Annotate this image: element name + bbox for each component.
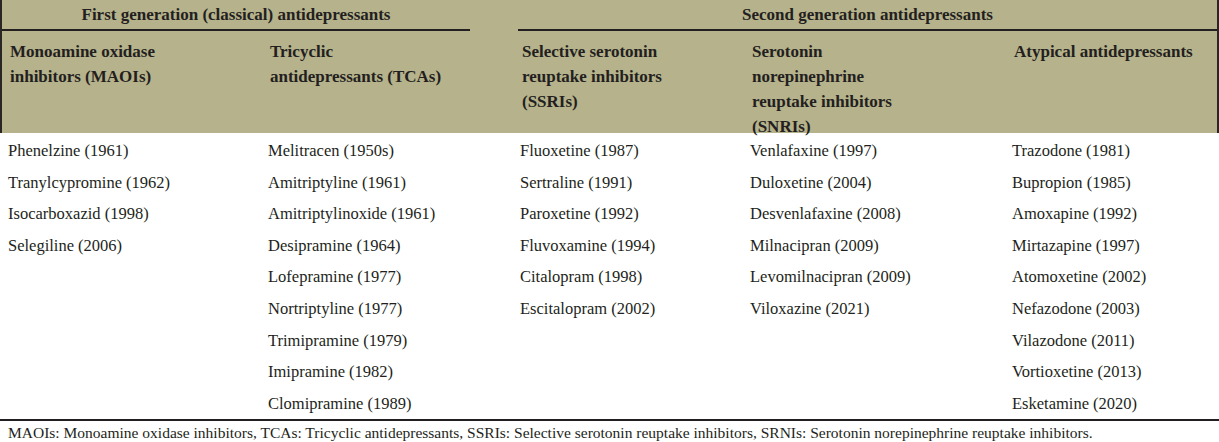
group-header-first-generation: First generation (classical) antidepress… bbox=[2, 0, 470, 31]
drug-entry: Amoxapine (1992) bbox=[1012, 198, 1211, 230]
table-header-block: First generation (classical) antidepress… bbox=[0, 0, 1219, 133]
drug-entry: Sertraline (1991) bbox=[520, 167, 750, 199]
drug-list-atypical: Trazodone (1981)Bupropion (1985)Amoxapin… bbox=[1012, 135, 1211, 419]
table-footnote-row: MAOIs: Monoamine oxidase inhibitors, TCA… bbox=[0, 419, 1219, 442]
drug-entry: Atomoxetine (2002) bbox=[1012, 261, 1211, 293]
table-body: Phenelzine (1961)Tranylcypromine (1962)I… bbox=[0, 133, 1219, 419]
drug-entry: Nefazodone (2003) bbox=[1012, 293, 1211, 325]
drug-entry: Tranylcypromine (1962) bbox=[8, 167, 268, 199]
drug-entry: Desipramine (1964) bbox=[268, 230, 520, 262]
column-header-atypical: Atypical antidepressants bbox=[1014, 39, 1213, 139]
drug-list-ssris: Fluoxetine (1987)Sertraline (1991)Paroxe… bbox=[520, 135, 750, 419]
drug-entry: Trazodone (1981) bbox=[1012, 135, 1211, 167]
drug-entry: Phenelzine (1961) bbox=[8, 135, 268, 167]
drug-entry: Selegiline (2006) bbox=[8, 230, 268, 262]
drug-entry: Melitracen (1950s) bbox=[268, 135, 520, 167]
antidepressants-generation-table: First generation (classical) antidepress… bbox=[0, 0, 1219, 442]
drug-entry: Paroxetine (1992) bbox=[520, 198, 750, 230]
abbreviations-footnote: MAOIs: Monoamine oxidase inhibitors, TCA… bbox=[8, 424, 1219, 442]
drug-entry: Nortriptyline (1977) bbox=[268, 293, 520, 325]
column-header-row: Monoamine oxidase inhibitors (MAOIs) Tri… bbox=[2, 31, 1217, 139]
drug-entry: Esketamine (2020) bbox=[1012, 388, 1211, 420]
drug-entry: Bupropion (1985) bbox=[1012, 167, 1211, 199]
drug-entry: Amitriptylinoxide (1961) bbox=[268, 198, 520, 230]
drug-entry: Clomipramine (1989) bbox=[268, 388, 520, 420]
drug-entry: Venlafaxine (1997) bbox=[750, 135, 1012, 167]
drug-entry: Duloxetine (2004) bbox=[750, 167, 1012, 199]
drug-entry: Imipramine (1982) bbox=[268, 356, 520, 388]
drug-list-tcas: Melitracen (1950s)Amitriptyline (1961)Am… bbox=[268, 135, 520, 419]
drug-entry: Desvenlafaxine (2008) bbox=[750, 198, 1012, 230]
drug-entry: Citalopram (1998) bbox=[520, 261, 750, 293]
group-header-gap bbox=[470, 0, 518, 31]
drug-list-snris: Venlafaxine (1997)Duloxetine (2004)Desve… bbox=[750, 135, 1012, 419]
drug-list-maois: Phenelzine (1961)Tranylcypromine (1962)I… bbox=[8, 135, 268, 419]
drug-entry: Vilazodone (2011) bbox=[1012, 325, 1211, 357]
drug-entry: Vortioxetine (2013) bbox=[1012, 356, 1211, 388]
group-header-second-generation: Second generation antidepressants bbox=[518, 0, 1217, 31]
drug-entry: Fluoxetine (1987) bbox=[520, 135, 750, 167]
drug-entry: Lofepramine (1977) bbox=[268, 261, 520, 293]
drug-entry: Isocarboxazid (1998) bbox=[8, 198, 268, 230]
column-header-tcas: Tricyclic antidepressants (TCAs) bbox=[270, 39, 522, 139]
column-header-ssris: Selective serotonin reuptake inhibitors … bbox=[522, 39, 752, 139]
drug-entry: Trimipramine (1979) bbox=[268, 325, 520, 357]
column-header-maois: Monoamine oxidase inhibitors (MAOIs) bbox=[10, 39, 270, 139]
drug-entry: Escitalopram (2002) bbox=[520, 293, 750, 325]
drug-entry: Fluvoxamine (1994) bbox=[520, 230, 750, 262]
drug-entry: Viloxazine (2021) bbox=[750, 293, 1012, 325]
drug-entry: Mirtazapine (1997) bbox=[1012, 230, 1211, 262]
column-header-snris: Serotonin norepinephrine reuptake inhibi… bbox=[752, 39, 1014, 139]
drug-entry: Levomilnacipran (2009) bbox=[750, 261, 1012, 293]
drug-entry: Milnacipran (2009) bbox=[750, 230, 1012, 262]
group-header-row: First generation (classical) antidepress… bbox=[2, 0, 1217, 31]
drug-entry: Amitriptyline (1961) bbox=[268, 167, 520, 199]
